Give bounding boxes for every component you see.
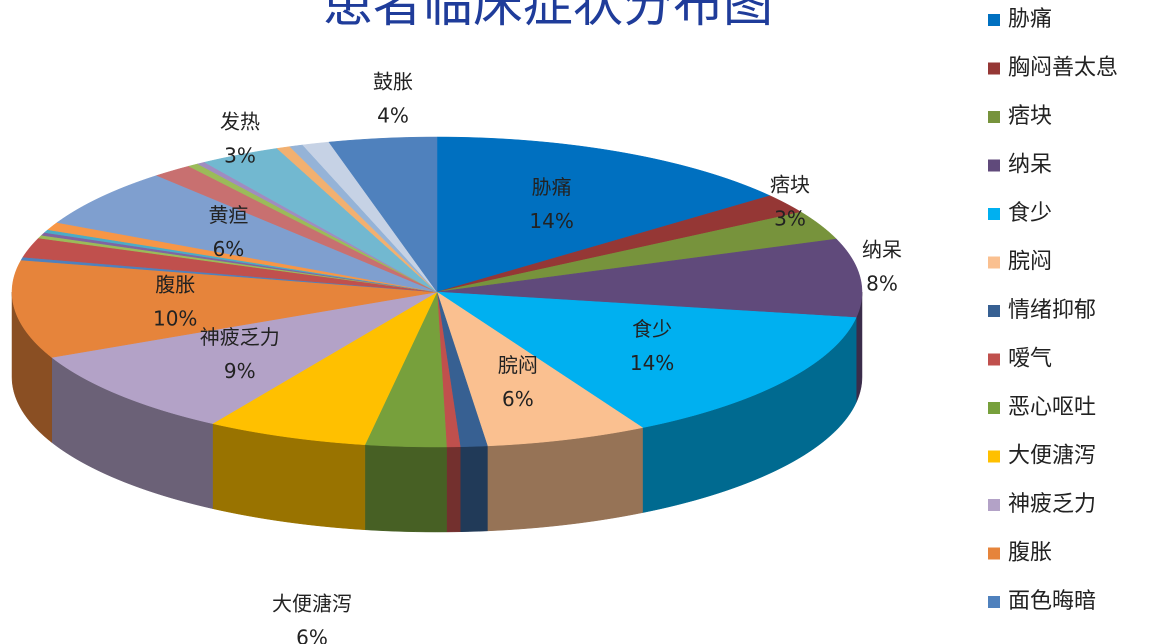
- legend-swatch: [988, 62, 1000, 75]
- slice: [11, 259, 438, 358]
- legend-label: 胁痛: [1008, 7, 1052, 32]
- data-label: 9%: [224, 359, 256, 383]
- legend-label: 纳呆: [1008, 153, 1052, 178]
- data-label-name: 神疲乏力: [200, 325, 280, 349]
- data-label-name: 脘闷: [498, 353, 538, 377]
- data-label-name: 胁痛: [532, 175, 572, 199]
- legend-label: 食少: [1008, 201, 1052, 226]
- legend-swatch: [988, 111, 1000, 123]
- slice: [436, 238, 863, 318]
- legend-label: 痞块: [1008, 104, 1052, 129]
- legend-label: 脘闷: [1008, 250, 1052, 275]
- legend-label: 嗳气: [1008, 347, 1052, 372]
- legend-swatch: [988, 547, 1000, 560]
- slice: [436, 211, 837, 293]
- legend-label: 面色晦暗: [1008, 589, 1096, 614]
- legend-label: 情绪抑郁: [1008, 298, 1096, 323]
- slice: [22, 237, 438, 293]
- data-label-name: 食少: [632, 317, 672, 341]
- legend-label: 神疲乏力: [1008, 492, 1096, 517]
- slice: [211, 291, 438, 446]
- slice-side: [459, 445, 488, 533]
- slice: [203, 148, 438, 293]
- legend-swatch: [988, 353, 1000, 366]
- legend-swatch: [988, 159, 1000, 172]
- legend-swatch: [988, 450, 1000, 463]
- data-label: 4%: [377, 104, 409, 128]
- data-label: 6%: [502, 387, 534, 411]
- data-label: 14%: [529, 209, 573, 233]
- slice: [364, 291, 447, 448]
- data-label: 3%: [774, 207, 806, 231]
- slice: [56, 175, 438, 293]
- data-label: 14%: [630, 351, 674, 375]
- legend-label: 大便溏泻: [1008, 444, 1096, 469]
- legend-swatch: [988, 208, 1000, 220]
- slice: [328, 136, 438, 293]
- data-label-name: 大便溏泻: [272, 592, 352, 616]
- data-label-name: 纳呆: [862, 238, 902, 262]
- slice-side: [364, 444, 447, 533]
- slice: [436, 136, 771, 293]
- legend-swatch: [988, 402, 1000, 414]
- legend-swatch: [988, 305, 1000, 317]
- legend-label: 恶心呕吐: [1008, 395, 1096, 420]
- data-label-name: 鼓胀: [373, 70, 413, 94]
- slice: [436, 291, 644, 447]
- data-label-name: 发热: [220, 110, 260, 134]
- slice: [436, 291, 857, 428]
- legend-swatch: [988, 14, 1000, 26]
- data-label: 6%: [213, 237, 245, 261]
- data-label: 6%: [296, 626, 328, 644]
- slice: [436, 195, 802, 293]
- legend-swatch: [988, 596, 1000, 608]
- data-label-name: 黄疸: [208, 203, 248, 227]
- slice: [51, 291, 438, 424]
- data-label-name: 痞块: [770, 173, 810, 197]
- legend-swatch: [988, 256, 1000, 269]
- legend-swatch: [988, 499, 1000, 511]
- legend-label: 胸闷善太息: [1008, 56, 1118, 81]
- data-label-name: 腹胀: [155, 272, 195, 296]
- data-label: 10%: [153, 306, 197, 330]
- chart-title: 患者临床症状分布图: [323, 0, 773, 33]
- legend-label: 腹胀: [1008, 541, 1052, 566]
- data-label: 3%: [224, 144, 256, 168]
- slice-side: [446, 446, 461, 533]
- data-label: 8%: [866, 272, 898, 296]
